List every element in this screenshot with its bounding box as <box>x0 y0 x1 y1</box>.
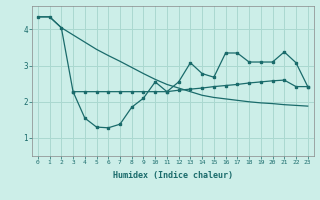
X-axis label: Humidex (Indice chaleur): Humidex (Indice chaleur) <box>113 171 233 180</box>
